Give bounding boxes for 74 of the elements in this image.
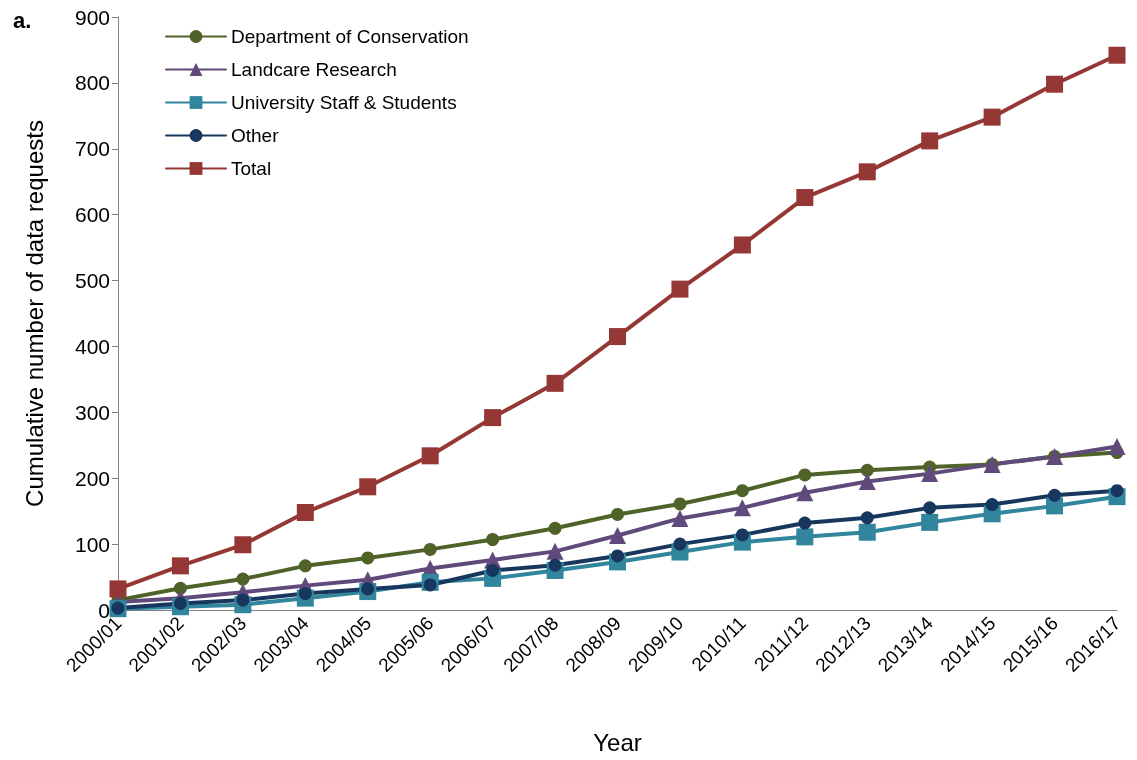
point: [173, 596, 187, 610]
point: [673, 537, 687, 551]
point: [421, 447, 439, 465]
point: [671, 280, 689, 298]
point: [860, 511, 874, 525]
y-tick-label: 0: [98, 598, 110, 622]
y-tick-label: 800: [74, 71, 110, 95]
point: [921, 132, 939, 150]
y-tick-label: 400: [74, 334, 110, 358]
point: [796, 484, 814, 502]
point: [858, 163, 876, 181]
point: [860, 463, 874, 477]
point: [921, 465, 939, 483]
point: [296, 503, 314, 521]
point: [609, 328, 626, 346]
legend-label: Total: [231, 158, 272, 179]
point: [671, 509, 689, 527]
point: [1048, 488, 1062, 502]
point: [234, 536, 252, 554]
point: [548, 521, 562, 535]
point: [423, 542, 437, 556]
legend-label: Landcare Research: [231, 59, 397, 80]
point: [173, 581, 187, 595]
y-axis-title: Cumulative number of data requests: [20, 120, 48, 507]
point: [985, 498, 999, 512]
point: [923, 501, 937, 515]
y-tick-label: 100: [74, 532, 110, 556]
point: [611, 507, 624, 521]
point: [796, 189, 814, 207]
point: [486, 563, 500, 577]
legend-label: Department of Conservation: [231, 26, 469, 47]
point: [298, 559, 312, 573]
point: [1108, 46, 1126, 64]
y-tick-label: 500: [74, 269, 110, 293]
y-tick-label: 900: [74, 5, 110, 29]
legend-label: Other: [231, 125, 280, 146]
point: [546, 542, 564, 560]
point: [983, 108, 1001, 126]
point: [921, 513, 939, 531]
point: [733, 499, 751, 517]
legend-label: University Staff & Students: [231, 92, 457, 113]
point: [735, 484, 749, 498]
point: [486, 533, 500, 546]
point: [109, 580, 127, 598]
point: [733, 236, 751, 254]
point: [673, 497, 687, 511]
point: [171, 557, 189, 575]
point: [798, 516, 812, 530]
point: [423, 578, 437, 592]
point: [236, 572, 250, 586]
point: [359, 478, 377, 496]
point: [798, 468, 812, 482]
point: [298, 587, 312, 601]
chart-title: a.: [13, 7, 32, 33]
point: [546, 374, 564, 392]
point: [609, 527, 626, 545]
y-tick-label: 300: [74, 400, 110, 424]
point: [858, 523, 876, 541]
y-tick-label: 600: [74, 203, 110, 227]
point: [548, 558, 562, 572]
point: [361, 582, 375, 596]
y-tick-label: 700: [74, 137, 110, 161]
point: [236, 593, 250, 607]
y-tick-label: 200: [74, 466, 110, 490]
point: [1108, 438, 1126, 456]
point: [611, 549, 624, 563]
point: [1046, 75, 1064, 93]
point: [1110, 484, 1124, 498]
point: [858, 473, 876, 491]
point: [735, 528, 749, 542]
point: [361, 551, 375, 565]
point: [796, 528, 814, 546]
x-axis-title: Year: [593, 728, 642, 756]
point: [484, 409, 502, 427]
